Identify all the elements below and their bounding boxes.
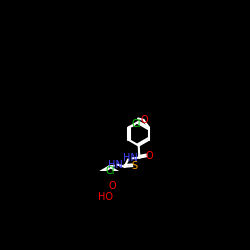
Text: O: O <box>146 151 153 161</box>
Text: O: O <box>109 181 116 191</box>
Text: O: O <box>140 115 148 125</box>
Text: Cl: Cl <box>131 119 141 129</box>
Text: Cl: Cl <box>106 166 116 176</box>
Text: S: S <box>132 161 138 171</box>
Text: HN: HN <box>123 153 138 163</box>
Text: HN: HN <box>108 160 123 170</box>
Text: HO: HO <box>98 192 113 202</box>
